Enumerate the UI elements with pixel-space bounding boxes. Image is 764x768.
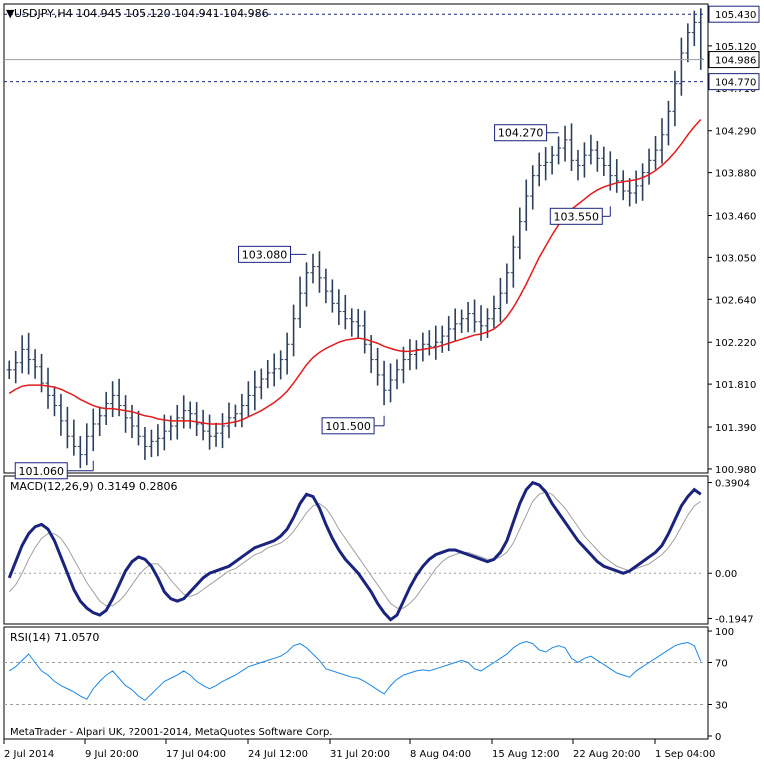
rsi-line — [8, 640, 702, 701]
annotation-label: 101.060 — [19, 465, 65, 478]
annotation-label: 101.500 — [325, 420, 371, 433]
annotation-label: 104.270 — [498, 127, 544, 140]
annotation-label: 103.550 — [554, 210, 600, 223]
rsi-tick-label: 0 — [715, 732, 721, 743]
annotation-label: 103.080 — [242, 248, 288, 261]
annotation-box — [238, 245, 292, 263]
y-tick-label: 102.640 — [715, 295, 756, 306]
rsi-panel — [3, 626, 709, 740]
y-tick-label: 102.220 — [715, 338, 756, 349]
macd-tick-label: 0.00 — [715, 569, 737, 580]
collapse-arrow-icon[interactable]: ▼ — [6, 7, 15, 20]
price-layer: 101.060 103.080 101.500 104.270 103.550 — [4, 8, 704, 480]
y-tick-label: 103.050 — [715, 253, 756, 264]
copyright-text: MetaTrader - Alpari UK, ?2001-2014, Meta… — [10, 727, 332, 738]
y-tick-label: 104.290 — [715, 127, 756, 138]
rsi-tick-label: 30 — [715, 701, 728, 712]
x-tick-label: 17 Jul 04:00 — [166, 749, 226, 760]
macd-tick-label: -0.1947 — [715, 614, 754, 625]
macd-signal-line — [8, 491, 702, 609]
y-tick-label: 101.810 — [715, 380, 756, 391]
rsi-tick-label: 100 — [715, 627, 734, 638]
x-tick-label: 9 Jul 20:00 — [85, 749, 139, 760]
y-tick-label: 105.120 — [715, 42, 756, 53]
x-tick-label: 2 Jul 2014 — [4, 749, 54, 760]
current-price-tag — [708, 51, 760, 69]
axis-layer: 105.120104.710104.290103.880103.460103.0… — [3, 5, 760, 760]
x-tick-label: 31 Jul 20:00 — [330, 749, 390, 760]
macd-main-line — [7, 480, 702, 622]
macd-title: MACD(12,26,9) 0.3149 0.2806 — [10, 480, 178, 493]
rsi-layer — [4, 640, 704, 705]
level-tag — [708, 73, 760, 91]
y-tick-label: 103.880 — [715, 169, 756, 180]
level-tag — [708, 5, 760, 23]
x-tick-label: 15 Aug 12:00 — [492, 749, 559, 760]
annotation-box — [549, 207, 603, 225]
y-tick-label: 103.460 — [715, 212, 756, 223]
x-tick-label: 22 Aug 20:00 — [573, 749, 640, 760]
macd-panel — [3, 475, 709, 625]
x-tick-label: 24 Jul 12:00 — [248, 749, 308, 760]
annotation-box — [494, 124, 548, 142]
y-tick-label: 100.980 — [715, 465, 756, 476]
macd-tick-label: 0.3904 — [715, 479, 750, 490]
macd-layer — [4, 480, 704, 622]
price-title: USDJPY,H4 104.945 105.120 104.941 104.98… — [14, 7, 269, 20]
price-panel — [3, 3, 709, 474]
annotation-box — [321, 417, 375, 435]
annotation-box — [14, 462, 68, 480]
current-price-tag-label: 104.986 — [715, 56, 756, 67]
rsi-title: RSI(14) 71.0570 — [10, 631, 99, 644]
x-tick-label: 8 Aug 04:00 — [410, 749, 471, 760]
rsi-tick-label: 70 — [715, 659, 728, 670]
x-tick-label: 1 Sep 04:00 — [655, 749, 715, 760]
level-tag-label: 104.770 — [715, 78, 756, 89]
level-tag-label: 105.430 — [715, 10, 756, 21]
y-tick-label: 101.390 — [715, 423, 756, 434]
moving-average-line — [8, 118, 702, 425]
